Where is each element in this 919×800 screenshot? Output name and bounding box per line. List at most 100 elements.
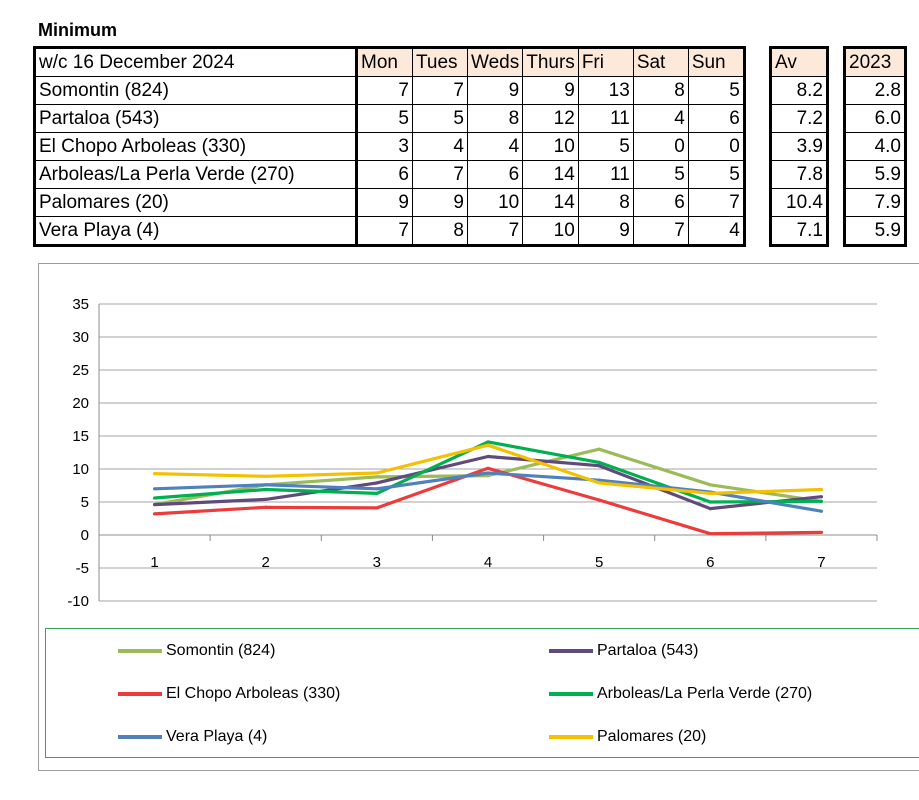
legend-label: Arboleas/La Perla Verde (270) — [597, 685, 813, 702]
table-row: Vera Playa (4) 7 8 7 10 9 7 4 — [34, 216, 745, 246]
data-point — [264, 483, 268, 487]
legend-swatch — [118, 735, 162, 739]
data-point — [708, 500, 712, 504]
day-value: 6 — [687, 104, 745, 133]
day-value: 5 — [577, 132, 634, 161]
data-point — [375, 487, 379, 491]
day-header: Mon — [356, 47, 413, 77]
av-row: 3.9 — [770, 132, 828, 161]
data-point — [486, 466, 490, 470]
day-value: 4 — [412, 132, 468, 161]
day-value: 7 — [687, 188, 745, 217]
line-chart: -10 -5 0 5 10 15 20 25 30 35 1 2 3 4 5 6 7 — [67, 296, 878, 610]
year-value: 4.0 — [844, 132, 906, 161]
data-point — [597, 481, 601, 485]
day-value: 10 — [522, 216, 579, 246]
data-point — [375, 481, 379, 485]
data-point — [486, 454, 490, 459]
year-value: 5.9 — [844, 160, 906, 189]
y-tick-label: 15 — [72, 428, 89, 445]
header-row: w/c 16 December 2024 Mon Tues Weds Thurs Fri S… — [34, 47, 745, 77]
y-tick-label: 30 — [72, 329, 89, 346]
year-row: 7.9 — [844, 188, 906, 217]
av-row: 7.1 — [770, 216, 828, 246]
av-value: 7.1 — [770, 216, 828, 246]
data-point — [486, 471, 490, 475]
y-tick-label: 20 — [72, 395, 89, 412]
day-value: 7 — [356, 216, 413, 246]
year-header: 2023 — [844, 47, 906, 77]
table-row: Palomares (20) 9 9 10 14 8 6 7 — [34, 188, 745, 217]
legend-label: Partaloa (543) — [597, 642, 699, 659]
day-value: 5 — [632, 160, 689, 189]
x-tick-label: 6 — [706, 554, 714, 571]
av-value: 7.8 — [770, 160, 828, 189]
day-value: 0 — [687, 132, 745, 161]
legend-item: Palomares (20) — [549, 725, 706, 749]
day-value: 9 — [356, 188, 413, 217]
day-value: 6 — [466, 160, 524, 189]
day-value: 8 — [577, 188, 634, 217]
year-value: 7.9 — [844, 188, 906, 217]
chart-area: -10 -5 0 5 10 15 20 25 30 35 1 2 3 4 5 6 7 — [38, 263, 919, 771]
av-value: 8.2 — [770, 76, 828, 105]
day-value: 9 — [522, 76, 579, 105]
day-value: 9 — [412, 188, 468, 217]
year-row: 5.9 — [844, 160, 906, 189]
day-value: 10 — [466, 188, 524, 217]
day-value: 8 — [632, 76, 689, 105]
y-tick-label: 25 — [72, 362, 89, 379]
day-value: 3 — [356, 132, 413, 161]
day-header: Tues — [412, 47, 468, 77]
x-tick-label: 7 — [817, 554, 825, 571]
day-header: Sat — [632, 47, 689, 77]
data-point — [597, 464, 601, 468]
day-value: 5 — [412, 104, 468, 133]
year-row: 2.8 — [844, 76, 906, 105]
data-point — [152, 503, 157, 507]
x-tick-label: 2 — [262, 554, 270, 571]
x-tick-label: 5 — [595, 554, 603, 571]
data-point — [152, 472, 157, 476]
av-row: 8.2 — [770, 76, 828, 105]
x-tick-label: 4 — [484, 554, 492, 571]
day-value: 11 — [577, 160, 634, 189]
temperature-table: w/c 16 December 2024 Mon Tues Weds Thurs Fri S… — [33, 46, 746, 247]
data-point — [819, 530, 824, 534]
day-value: 13 — [577, 76, 634, 105]
data-point — [264, 505, 268, 509]
legend-label: Somontin (824) — [166, 642, 276, 659]
x-tick-label: 1 — [150, 554, 158, 571]
legend-swatch — [549, 735, 593, 739]
data-point — [708, 507, 712, 511]
location-name: Somontin (824) — [34, 76, 358, 105]
legend-swatch — [118, 692, 162, 696]
sheet-title: Minimum — [38, 20, 117, 40]
day-value: 4 — [466, 132, 524, 161]
year-value: 5.9 — [844, 216, 906, 246]
data-point — [375, 475, 379, 479]
day-value: 0 — [632, 132, 689, 161]
data-point — [152, 487, 157, 491]
data-point — [708, 532, 712, 536]
y-tick-label: 35 — [72, 296, 89, 313]
day-value: 9 — [577, 216, 634, 246]
day-value: 7 — [632, 216, 689, 246]
data-point — [819, 495, 824, 499]
av-row: 7.8 — [770, 160, 828, 189]
location-name: Vera Playa (4) — [34, 216, 358, 246]
year-row: 5.9 — [844, 216, 906, 246]
data-point — [597, 460, 601, 464]
y-tick-label: -10 — [67, 593, 89, 610]
av-row: 10.4 — [770, 188, 828, 217]
y-tick-label: 10 — [72, 461, 89, 478]
day-value: 7 — [412, 76, 468, 105]
y-tick-label: 0 — [81, 527, 89, 544]
av-header-row: Av — [770, 47, 828, 77]
data-point — [375, 491, 379, 496]
legend-item: Somontin (824) — [118, 639, 275, 663]
location-name: El Chopo Arboleas (330) — [34, 132, 358, 161]
data-point — [152, 496, 157, 500]
day-value: 7 — [412, 160, 468, 189]
location-name: Partaloa (543) — [34, 104, 358, 133]
